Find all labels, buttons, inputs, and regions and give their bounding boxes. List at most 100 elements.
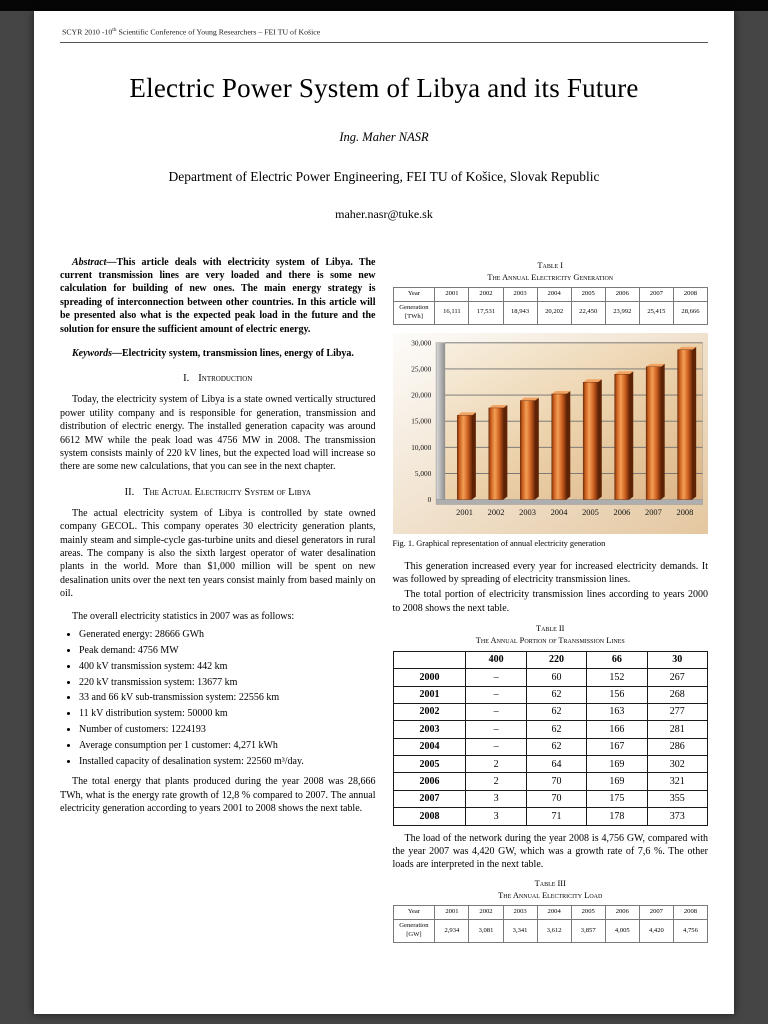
table-cell: 156	[586, 685, 648, 704]
table-cell: 152	[586, 668, 648, 687]
table-cell: 166	[586, 720, 648, 739]
table-cell: 2007	[392, 789, 467, 809]
email-address: maher.nasr@tuke.sk	[335, 206, 433, 221]
table-cell: 2004	[536, 287, 572, 302]
table-cell: 28,666	[672, 300, 709, 325]
table-cell: Year	[392, 287, 436, 302]
svg-text:0: 0	[427, 496, 431, 504]
table-cell: 302	[646, 755, 709, 774]
paper-page: SCYR 2010 -10th Scientific Conference of…	[34, 11, 734, 1014]
two-column-body: Abstract—This article deals with electri…	[60, 256, 709, 943]
table-cell: 2006	[604, 287, 640, 302]
table-cell: 267	[646, 668, 709, 687]
right-paragraph-2: The total portion of electricity transmi…	[392, 589, 709, 614]
table-cell: 71	[525, 807, 588, 826]
table-cell: 64	[525, 755, 588, 774]
stat-item: Generated energy: 28666 GWh	[79, 628, 376, 641]
table-cell: Generation [GW]	[392, 919, 436, 943]
section-2-title: The Actual Electricity System of Libya	[143, 486, 311, 498]
table1-label: Table I	[537, 260, 564, 270]
table-cell: 175	[586, 789, 648, 809]
table-cell: 62	[525, 685, 588, 704]
table-cell: 2002	[468, 287, 504, 302]
svg-text:30,000: 30,000	[411, 339, 431, 347]
table-cell: 3,857	[570, 919, 606, 943]
abstract-text: This article deals with electricity syst…	[60, 256, 376, 335]
table1-title: The Annual Electricity Generation	[487, 272, 614, 282]
keywords-dash: —	[112, 347, 122, 359]
table-cell: 3,081	[468, 919, 504, 943]
table-cell: 3,612	[536, 919, 572, 943]
section-1-number: I.	[183, 373, 190, 385]
svg-text:2005: 2005	[582, 507, 599, 517]
table-cell: 70	[525, 772, 588, 791]
keywords-text: Electricity system, transmission lines, …	[122, 347, 354, 359]
table-cell: 3	[465, 807, 527, 826]
table-cell: 277	[646, 702, 709, 722]
conference-header-suffix: Scientific Conference of Young Researche…	[116, 27, 321, 37]
table-cell: 17,531	[468, 300, 504, 325]
table-cell: 2004	[536, 905, 572, 921]
table-cell: 62	[525, 720, 588, 739]
keywords-paragraph: Keywords—Electricity system, transmissio…	[60, 347, 376, 360]
stat-item: Average consumption per 1 customer: 4,27…	[79, 739, 376, 752]
table-cell: 2002	[392, 702, 467, 722]
table-cell: 2001	[434, 287, 470, 302]
abstract-paragraph: Abstract—This article deals with electri…	[60, 256, 376, 336]
author-name: Ing. Maher NASR	[339, 129, 429, 144]
table-cell: 2008	[672, 287, 709, 302]
stat-item: Number of customers: 1224193	[79, 723, 376, 736]
table-annual-generation: Year 2001 2002 2003 2004 2005 2006 2007 2008 Gene…	[392, 287, 709, 325]
table-cell: 169	[586, 755, 648, 774]
table-cell	[392, 650, 467, 670]
table-cell: 2,934	[434, 919, 470, 943]
right-paragraph-1: This generation increased every year for…	[392, 560, 709, 586]
table3-label: Table III	[534, 878, 566, 888]
table-cell: 2003	[502, 287, 538, 302]
svg-text:25,000: 25,000	[411, 365, 431, 373]
stat-item: 220 kV transmission system: 13677 km	[79, 676, 376, 689]
table-cell: –	[465, 737, 527, 757]
table-cell: 18,943	[502, 300, 538, 325]
table-cell: 281	[646, 720, 709, 739]
svg-text:5,000: 5,000	[414, 470, 431, 478]
table-cell: 3	[465, 789, 527, 809]
table-cell: 167	[586, 737, 648, 757]
table-cell: 2	[465, 772, 527, 791]
stat-item: 400 kV transmission system: 442 km	[79, 660, 376, 673]
affiliation: Department of Electric Power Engineering…	[168, 168, 600, 184]
svg-text:2001: 2001	[456, 507, 473, 517]
table-cell: 2008	[392, 807, 467, 826]
table-cell: 2005	[570, 905, 606, 921]
stats-intro-paragraph: The overall electricity statistics in 20…	[72, 610, 295, 622]
figure-caption: Fig. 1. Graphical representation of annu…	[392, 539, 606, 549]
table-cell: –	[465, 702, 527, 722]
table-cell: 355	[646, 789, 709, 809]
svg-text:2002: 2002	[487, 507, 504, 517]
table-transmission-lines: 400 220 66 30 2000–60 152 267 2001–62 156 268 2002…	[392, 650, 709, 826]
svg-text:2003: 2003	[519, 507, 536, 517]
intro-paragraph: Today, the electricity system of Libya i…	[60, 394, 376, 473]
table-cell: 2006	[604, 905, 640, 921]
table-cell: 2004	[392, 737, 467, 757]
table-cell: 268	[646, 685, 709, 704]
table-cell: 163	[586, 702, 648, 722]
bar-chart-svg: 0 5,000 10,000 15,000 20,000 25,000 30,000 2001…	[392, 332, 708, 535]
table-cell: 2001	[392, 685, 467, 704]
svg-text:2008: 2008	[676, 507, 693, 517]
actual-system-paragraph: The actual electricity system of Libya i…	[60, 507, 376, 600]
svg-text:20,000: 20,000	[411, 391, 431, 399]
table-cell: 2003	[392, 720, 467, 739]
table-cell: 2003	[502, 905, 538, 921]
table-cell: 2002	[468, 905, 504, 921]
abstract-dash: —	[106, 256, 117, 268]
viewer-top-bar	[0, 0, 768, 11]
stat-item: Peak demand: 4756 MW	[79, 644, 376, 657]
table-cell: 62	[525, 702, 588, 722]
generation-bar-chart: 0 5,000 10,000 15,000 20,000 25,000 30,000 2001…	[392, 332, 709, 535]
table-cell: 169	[586, 772, 648, 791]
table-cell: 373	[646, 807, 709, 826]
table-cell: 62	[525, 737, 588, 757]
table-cell: 66	[586, 650, 648, 670]
table-cell: 2005	[570, 287, 606, 302]
